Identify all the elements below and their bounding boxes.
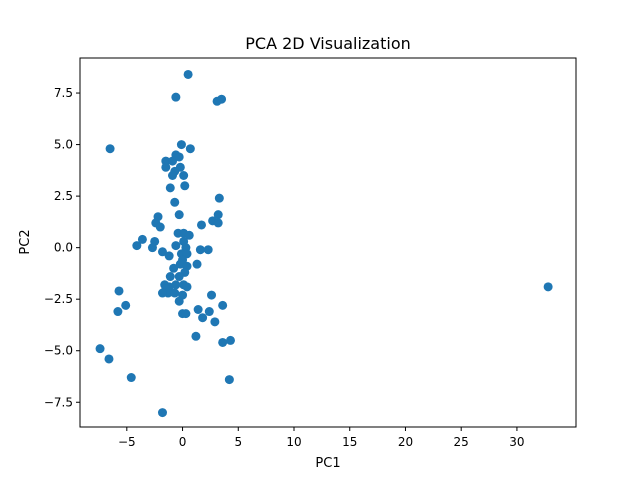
data-point (224, 375, 234, 385)
data-point (192, 259, 202, 269)
data-point (126, 373, 136, 383)
data-point (161, 162, 171, 172)
y-tick-label: 2.5 (54, 189, 73, 203)
data-point (170, 288, 180, 298)
x-axis-label: PC1 (315, 456, 340, 471)
data-point (171, 241, 181, 251)
data-point (196, 220, 206, 230)
x-tick-label: 10 (286, 435, 301, 449)
data-point (193, 304, 203, 314)
data-point (203, 245, 213, 255)
data-point (213, 210, 223, 220)
data-point (170, 197, 180, 207)
data-point (181, 309, 191, 319)
data-point (113, 307, 123, 317)
data-point (225, 335, 235, 345)
data-point (213, 218, 223, 228)
data-point (185, 144, 195, 154)
data-point (176, 140, 186, 150)
data-point (95, 344, 105, 354)
data-point (210, 317, 220, 327)
data-point (147, 243, 157, 253)
data-point (218, 337, 228, 347)
data-point (114, 286, 124, 296)
data-point (155, 222, 165, 232)
data-point (183, 69, 193, 79)
y-tick-label: −2.5 (44, 292, 73, 306)
x-tick-label: 5 (234, 435, 242, 449)
data-point (174, 296, 184, 306)
data-point (195, 245, 205, 255)
data-point (165, 183, 175, 193)
x-tick-label: 15 (342, 435, 357, 449)
data-point (164, 251, 174, 261)
x-tick-label: 20 (398, 435, 413, 449)
data-point (218, 300, 228, 310)
data-point (174, 152, 184, 162)
data-point (182, 249, 192, 259)
data-point (157, 247, 167, 257)
data-points (95, 69, 553, 418)
data-point (198, 313, 208, 323)
data-point (175, 162, 185, 172)
data-point (543, 282, 553, 292)
data-point (171, 280, 181, 290)
data-point (207, 290, 217, 300)
data-point (157, 408, 167, 418)
data-point (121, 300, 131, 310)
data-point (161, 156, 171, 166)
data-point (191, 331, 201, 341)
data-point (157, 288, 167, 298)
y-axis-label: PC2 (18, 229, 33, 254)
chart-title: PCA 2D Visualization (245, 34, 411, 53)
data-point (217, 94, 227, 104)
data-point (174, 272, 184, 282)
data-point (180, 181, 190, 191)
data-point (168, 171, 178, 181)
y-tick-label: 5.0 (54, 138, 73, 152)
x-tick-label: 0 (179, 435, 187, 449)
data-point (214, 193, 224, 203)
data-point (171, 92, 181, 102)
x-tick-label: 25 (454, 435, 469, 449)
data-point (169, 263, 179, 273)
data-point (184, 230, 194, 240)
data-point (179, 171, 189, 181)
y-tick-label: 7.5 (54, 86, 73, 100)
data-point (204, 307, 214, 317)
y-tick-label: 0.0 (54, 241, 73, 255)
data-point (105, 144, 115, 154)
y-tick-label: −7.5 (44, 395, 73, 409)
data-point (165, 272, 175, 282)
plot-frame (79, 57, 577, 428)
y-tick-label: −5.0 (44, 344, 73, 358)
data-point (132, 241, 142, 251)
x-tick-label: −5 (118, 435, 136, 449)
data-point (174, 210, 184, 220)
data-point (182, 282, 192, 292)
axis-ticks: −5 0 5 10 15 20 25 30 −7.5 −5.0 −2.5 0.0 2.5 5.0 7.5 (44, 86, 525, 449)
data-point (104, 354, 114, 364)
x-tick-label: 30 (509, 435, 524, 449)
data-point (137, 234, 147, 244)
